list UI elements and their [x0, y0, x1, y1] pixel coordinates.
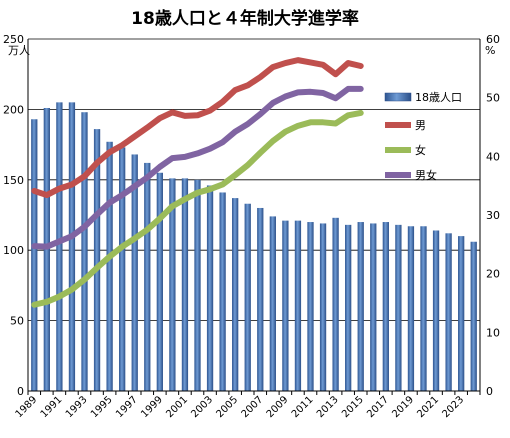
- bar-2014: [345, 224, 352, 391]
- y-left-tick-label-50: 50: [10, 315, 24, 328]
- bar-2012: [319, 223, 327, 391]
- y-left-tick-label-250: 250: [3, 33, 24, 46]
- bar-2023: [458, 236, 465, 391]
- bar-2022: [445, 233, 452, 391]
- bar-2006: [244, 203, 251, 391]
- bar-2020: [420, 226, 427, 391]
- x-tick-label-1989: 1989: [14, 394, 40, 420]
- bar-2005: [232, 198, 239, 391]
- bar-2004: [219, 192, 226, 391]
- line-series-2: [31, 85, 364, 250]
- x-tick-label-2019: 2019: [390, 394, 416, 420]
- y-left-tick-label-150: 150: [3, 174, 24, 187]
- y-right-tick-label-10: 10: [486, 326, 500, 339]
- y-left-tick-label-100: 100: [3, 244, 24, 257]
- legend-label-line-0: 男: [415, 119, 426, 132]
- legend-label-bar: 18歳人口: [415, 91, 462, 104]
- bar-1992: [68, 102, 76, 392]
- y-left-unit: 万人: [8, 44, 30, 57]
- bar-1993: [81, 112, 88, 391]
- bar-2007: [257, 207, 264, 391]
- bar-2019: [407, 226, 415, 391]
- bar-1995: [106, 141, 113, 391]
- bar-2001: [181, 178, 189, 391]
- x-tick-label-2017: 2017: [365, 394, 391, 420]
- x-tick-label-1995: 1995: [89, 394, 115, 420]
- x-tick-label-2023: 2023: [441, 394, 467, 420]
- bar-series: [31, 102, 477, 392]
- x-tick-label-2009: 2009: [265, 394, 291, 420]
- x-tick-label-2013: 2013: [315, 394, 341, 420]
- bar-2008: [269, 216, 276, 391]
- legend-label-line-1: 女: [415, 143, 426, 157]
- x-tick-label-1997: 1997: [114, 394, 140, 420]
- bar-1998: [144, 162, 151, 391]
- x-tick-label-1999: 1999: [139, 394, 165, 420]
- x-tick-label-1993: 1993: [64, 394, 90, 420]
- y-right-tick-label-50: 50: [486, 92, 500, 105]
- y-left-tick-label-0: 0: [17, 385, 24, 398]
- line-series-1: [31, 109, 364, 308]
- x-tick-label-2011: 2011: [290, 394, 316, 420]
- x-tick-label-2001: 2001: [164, 394, 190, 420]
- gridlines: [28, 38, 480, 322]
- legend-label-line-2: 男女: [415, 168, 437, 182]
- y-left-tick-label-200: 200: [3, 103, 24, 116]
- x-tick-label-2005: 2005: [215, 394, 241, 420]
- bar-2003: [206, 185, 214, 391]
- y-right-unit: %: [485, 44, 495, 57]
- bar-2018: [395, 224, 402, 391]
- bar-2015: [357, 222, 364, 391]
- bar-1999: [156, 172, 163, 391]
- bar-2011: [307, 222, 314, 391]
- y-right-tick-label-60: 60: [486, 33, 500, 46]
- x-tick-label-2003: 2003: [189, 394, 215, 420]
- x-tick-label-2021: 2021: [415, 394, 441, 420]
- x-tick-label-1991: 1991: [39, 394, 65, 420]
- y-right-tick-label-0: 0: [486, 385, 493, 398]
- bar-1996: [119, 147, 126, 391]
- line-series-0: [31, 57, 364, 199]
- bar-1997: [131, 154, 138, 391]
- bar-2010: [294, 220, 302, 391]
- bar-1994: [93, 129, 101, 391]
- bar-2024: [470, 241, 477, 391]
- bar-2013: [332, 217, 339, 391]
- bar-2002: [194, 179, 201, 391]
- bar-2016: [370, 223, 377, 391]
- line-series: [31, 57, 364, 308]
- chart-title: 18歳人口と４年制大学進学率: [131, 8, 359, 29]
- x-tick-label-2007: 2007: [240, 394, 266, 420]
- bar-2021: [432, 230, 440, 391]
- bar-1991: [56, 102, 63, 392]
- y-right-tick-label-40: 40: [486, 150, 500, 163]
- y-right-tick-label-30: 30: [486, 209, 500, 222]
- y-right-tick-label-20: 20: [486, 268, 500, 281]
- bar-2017: [382, 222, 389, 391]
- bar-1989: [31, 119, 38, 392]
- bar-2009: [282, 220, 289, 391]
- legend-swatch-bar: [384, 92, 412, 102]
- bar-2000: [169, 178, 176, 391]
- x-tick-label-2015: 2015: [340, 394, 366, 420]
